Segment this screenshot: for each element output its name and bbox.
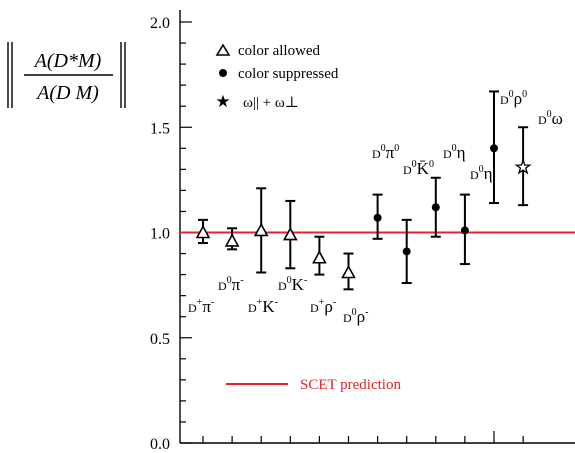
point-label: D+K- xyxy=(248,297,278,316)
y-tick-label: 0.5 xyxy=(150,331,170,348)
y-tick-label: 1.0 xyxy=(150,226,170,243)
triangle-marker xyxy=(312,250,327,264)
triangle-marker xyxy=(253,222,269,237)
y-label-numerator: A(D*M) xyxy=(33,50,102,72)
reference-legend: SCET prediction xyxy=(226,377,401,393)
x-ticks xyxy=(202,431,524,443)
circle-marker xyxy=(373,213,382,222)
data-point xyxy=(514,126,532,207)
data-point xyxy=(430,176,441,238)
legend-item-omega: ★ ω|| + ω⊥ xyxy=(215,92,298,111)
point-label: D0ρ0 xyxy=(500,89,527,108)
reference-legend-label: SCET prediction xyxy=(300,377,401,393)
circle-marker-icon xyxy=(219,69,227,77)
circle-marker xyxy=(460,226,469,235)
triangle-marker xyxy=(341,264,356,279)
triangle-marker xyxy=(195,224,211,239)
legend-label-color-suppressed: color suppressed xyxy=(238,66,339,82)
legend-label-omega: ω|| + ω⊥ xyxy=(243,95,299,111)
y-tick-label: 1.5 xyxy=(150,120,170,137)
data-point xyxy=(459,193,470,266)
data-points xyxy=(195,90,532,291)
y-ticks: 0.0 0.5 1.0 1.5 2.0 xyxy=(150,15,192,453)
data-point xyxy=(312,235,327,276)
triangle-marker xyxy=(224,233,240,247)
point-label: D+π- xyxy=(188,297,214,316)
point-label: D+ρ- xyxy=(310,297,336,316)
y-tick-label: 0.0 xyxy=(150,436,170,453)
data-point xyxy=(401,218,412,285)
triangle-marker-icon xyxy=(215,43,231,56)
triangle-marker xyxy=(282,226,298,241)
legend-label-color-allowed: color allowed xyxy=(238,43,321,59)
legend: color allowed color suppressed ★ ω|| + ω… xyxy=(215,43,339,111)
data-point xyxy=(224,227,240,251)
data-point xyxy=(195,218,211,245)
circle-marker xyxy=(490,144,498,153)
circle-marker xyxy=(431,203,440,212)
point-label: D0η xyxy=(443,143,466,162)
y-axis-label: A(D*M) A(D M) xyxy=(7,42,126,108)
data-point xyxy=(253,187,269,274)
point-label: D0K- xyxy=(278,275,307,294)
point-label: D0π- xyxy=(218,275,244,294)
circle-marker xyxy=(402,247,411,256)
y-label-denominator: A(D M) xyxy=(35,82,99,104)
point-label: D0η' xyxy=(470,164,496,183)
data-point xyxy=(372,193,383,240)
point-label: D0π0 xyxy=(372,143,399,162)
point-label: D0ρ- xyxy=(343,307,369,326)
legend-item-color-allowed: color allowed xyxy=(215,43,321,59)
data-point xyxy=(489,90,499,205)
y-tick-label: 2.0 xyxy=(150,15,170,32)
legend-item-color-suppressed: color suppressed xyxy=(219,66,339,82)
data-point xyxy=(341,252,356,291)
star-marker xyxy=(514,158,532,175)
point-label: D0K̄0 xyxy=(403,159,434,178)
point-label: D0ω xyxy=(538,109,563,128)
data-point xyxy=(282,199,298,270)
star-marker-icon: ★ xyxy=(215,92,230,111)
